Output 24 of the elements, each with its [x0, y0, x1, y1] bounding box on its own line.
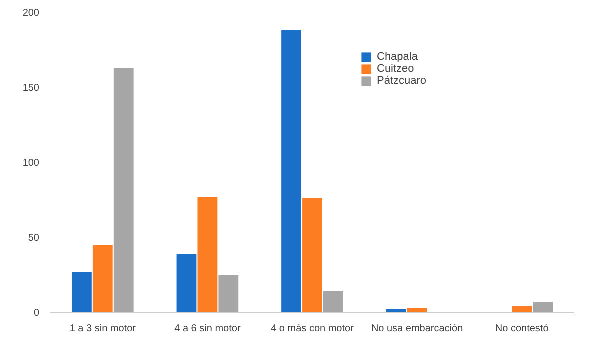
bar: [72, 272, 92, 312]
x-tick-label: 4 o más con motor: [271, 324, 355, 334]
bar: [114, 68, 134, 312]
bar: [218, 275, 239, 312]
bar: [176, 254, 197, 312]
legend-label: Cuitzeo: [377, 63, 414, 75]
x-tick-label: 1 a 3 sin motor: [70, 324, 137, 334]
bar: [198, 197, 218, 312]
y-tick-label: 100: [22, 158, 40, 169]
bar: [533, 302, 554, 312]
y-tick-label: 150: [22, 83, 40, 94]
bar: [512, 306, 532, 312]
bar: [282, 30, 302, 312]
bar: [302, 198, 322, 312]
y-tick-label: 50: [28, 233, 40, 244]
bar: [92, 245, 113, 312]
y-tick-label: 200: [22, 8, 40, 19]
bar: [324, 292, 344, 312]
x-tick-label: No contestó: [495, 324, 550, 334]
legend-label: Chapala: [377, 51, 418, 63]
y-tick-label: 0: [34, 308, 40, 319]
x-tick-label: No usa embarcación: [371, 324, 464, 334]
x-tick-label: 4 a 6 sin motor: [174, 324, 242, 334]
legend-label: Pátzcuaro: [377, 75, 427, 87]
